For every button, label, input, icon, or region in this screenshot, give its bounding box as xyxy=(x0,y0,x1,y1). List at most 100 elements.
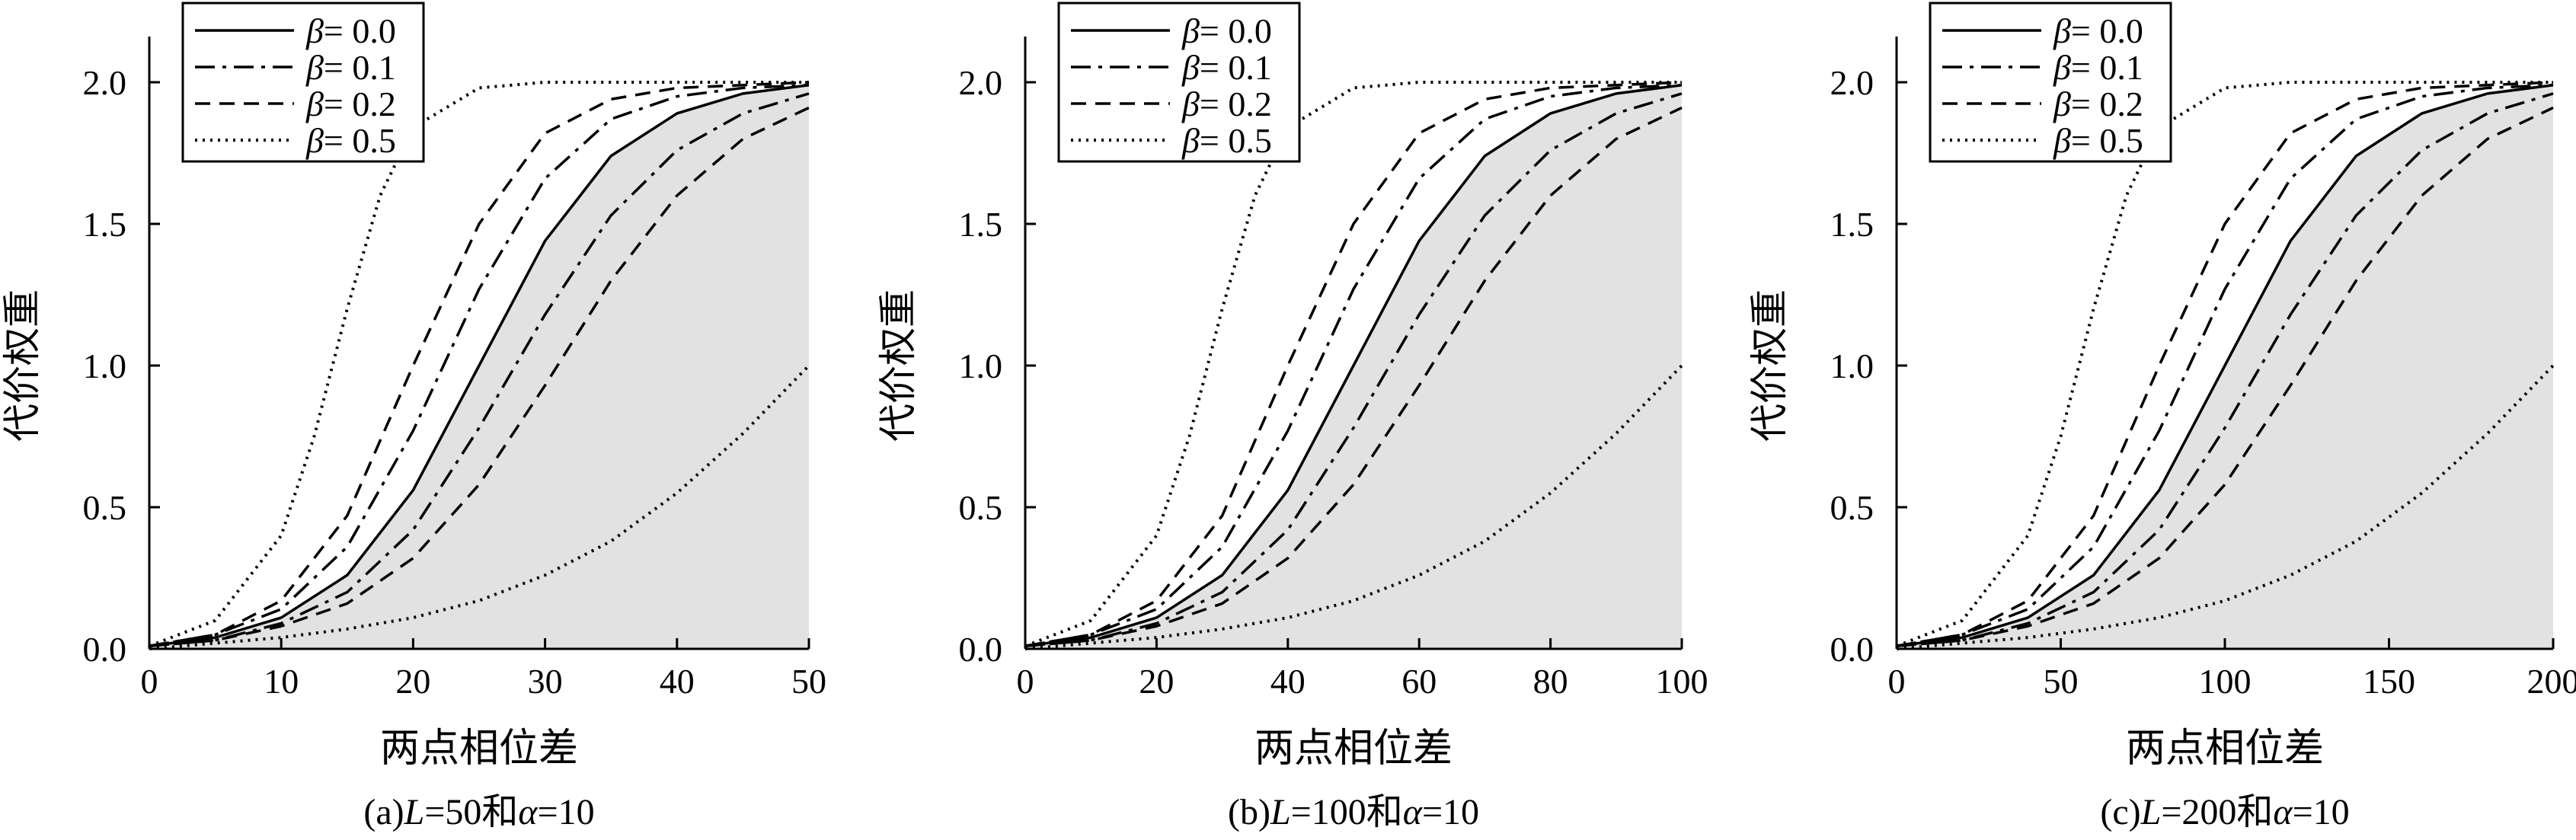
legend-entry: β= 0.2 xyxy=(1181,85,1272,123)
x-tick-label: 150 xyxy=(2363,662,2415,701)
x-axis-label: 两点相位差 xyxy=(380,727,578,771)
legend-beta-symbol: β xyxy=(2053,121,2071,160)
legend-entry: β= 0.2 xyxy=(305,85,396,123)
y-tick-label: 1.5 xyxy=(959,205,1003,244)
y-tick-label: 2.0 xyxy=(1830,63,1874,102)
legend-entry: β= 0.5 xyxy=(305,121,396,160)
caption-part: L xyxy=(2140,792,2162,832)
series-line-dashdot xyxy=(149,83,810,648)
caption-part: α xyxy=(1403,792,1423,832)
legend-value: = 0.0 xyxy=(2071,11,2143,50)
series-line-dashed xyxy=(1896,106,2554,648)
caption-part: L xyxy=(1270,792,1291,832)
legend-beta-symbol: β xyxy=(305,11,324,50)
x-tick-label: 30 xyxy=(528,662,563,701)
x-tick-label: 0 xyxy=(1017,662,1034,701)
y-axis-label: 代价权重 xyxy=(1748,289,1791,442)
legend-entry: β= 0.5 xyxy=(1181,121,1272,160)
series-line-dotted xyxy=(1024,364,1683,650)
legend-beta-symbol: β xyxy=(1181,85,1200,123)
x-tick-label: 100 xyxy=(1656,662,1708,701)
y-tick-label: 0.5 xyxy=(1830,488,1874,527)
series-line-dashed xyxy=(1024,81,1683,648)
caption-part: =50和 xyxy=(424,792,518,832)
caption-part: =10 xyxy=(538,792,595,832)
caption-part: (a) xyxy=(363,792,404,832)
x-tick-label: 40 xyxy=(660,662,695,701)
x-tick-label: 50 xyxy=(2044,662,2079,701)
y-tick-label: 0.0 xyxy=(1830,630,1874,669)
x-axis-label: 两点相位差 xyxy=(1254,727,1453,771)
x-tick-label: 0 xyxy=(1888,662,1906,701)
caption-part: =100和 xyxy=(1291,792,1403,832)
y-tick-label: 1.0 xyxy=(959,347,1003,385)
legend-entry: β= 0.0 xyxy=(2053,11,2143,50)
x-tick-label: 10 xyxy=(264,662,299,701)
x-tick-label: 200 xyxy=(2527,662,2576,701)
legend-beta-symbol: β xyxy=(2053,85,2071,123)
legend-beta-symbol: β xyxy=(2053,11,2071,50)
y-tick-label: 2.0 xyxy=(83,63,127,102)
panel-caption: (a)L=50和α=10 xyxy=(363,792,594,832)
legend-value: = 0.1 xyxy=(1200,48,1272,87)
legend-value: = 0.0 xyxy=(324,11,396,50)
y-tick-label: 1.5 xyxy=(83,205,127,244)
series-line-dashed xyxy=(1024,106,1683,648)
legend-value: = 0.0 xyxy=(1200,11,1272,50)
legend-beta-symbol: β xyxy=(1181,11,1200,50)
x-tick-label: 20 xyxy=(1139,662,1174,701)
legend-value: = 0.5 xyxy=(1200,121,1272,160)
x-tick-label: 100 xyxy=(2199,662,2252,701)
series-line-dashdot xyxy=(1024,83,1683,648)
panel-a: 0 10 20 30 40 500.00.51.01.52.0β= 0.0β= 0.1β=… xyxy=(1,2,826,832)
legend-entry: β= 0.0 xyxy=(1181,11,1272,50)
legend-value: = 0.1 xyxy=(2071,48,2143,87)
series-line-dashdot xyxy=(1024,92,1683,648)
series-line-dashdot xyxy=(1896,83,2554,648)
y-tick-label: 1.0 xyxy=(1830,347,1874,385)
legend-value: = 0.5 xyxy=(324,121,396,160)
caption-part: α xyxy=(518,792,538,832)
y-axis-label: 代价权重 xyxy=(877,289,919,442)
caption-part: =10 xyxy=(2293,792,2350,832)
legend-beta-symbol: β xyxy=(305,121,324,160)
series-line-dashed xyxy=(149,106,810,648)
legend-beta-symbol: β xyxy=(1181,121,1200,160)
series-line-dashdot xyxy=(149,92,810,648)
legend-entry: β= 0.5 xyxy=(2053,121,2143,160)
caption-part: (c) xyxy=(2100,792,2140,832)
x-tick-label: 60 xyxy=(1401,662,1437,701)
series-line-dashed xyxy=(1896,81,2554,648)
series-line-dashed xyxy=(149,81,810,648)
y-tick-label: 0.5 xyxy=(83,488,127,527)
legend-entry: β= 0.2 xyxy=(2053,85,2143,123)
y-tick-label: 1.0 xyxy=(83,347,127,385)
x-axis-label: 两点相位差 xyxy=(2126,727,2324,771)
legend-value: = 0.1 xyxy=(324,48,396,87)
caption-part: L xyxy=(404,792,425,832)
legend-beta-symbol: β xyxy=(305,85,324,123)
x-tick-label: 0 xyxy=(141,662,158,701)
y-tick-label: 0.0 xyxy=(959,630,1003,669)
series-line-dotted xyxy=(1896,364,2555,650)
legend-beta-symbol: β xyxy=(1181,48,1200,87)
legend-entry: β= 0.1 xyxy=(305,48,396,87)
legend-value: = 0.2 xyxy=(324,85,396,123)
legend-value: = 0.2 xyxy=(1200,85,1272,123)
caption-part: (b) xyxy=(1228,792,1270,832)
legend-value: = 0.2 xyxy=(2071,85,2143,123)
legend-beta-symbol: β xyxy=(305,48,324,87)
caption-part: =200和 xyxy=(2161,792,2273,832)
legend-value: = 0.5 xyxy=(2071,121,2143,160)
caption-part: =10 xyxy=(1422,792,1479,832)
x-tick-label: 50 xyxy=(791,662,826,701)
series-line-solid xyxy=(1024,83,1683,648)
legend-entry: β= 0.0 xyxy=(305,11,396,50)
y-tick-label: 0.5 xyxy=(959,488,1003,527)
y-axis-label: 代价权重 xyxy=(1,289,43,442)
series-line-solid xyxy=(149,83,810,648)
caption-part: α xyxy=(2273,792,2293,832)
